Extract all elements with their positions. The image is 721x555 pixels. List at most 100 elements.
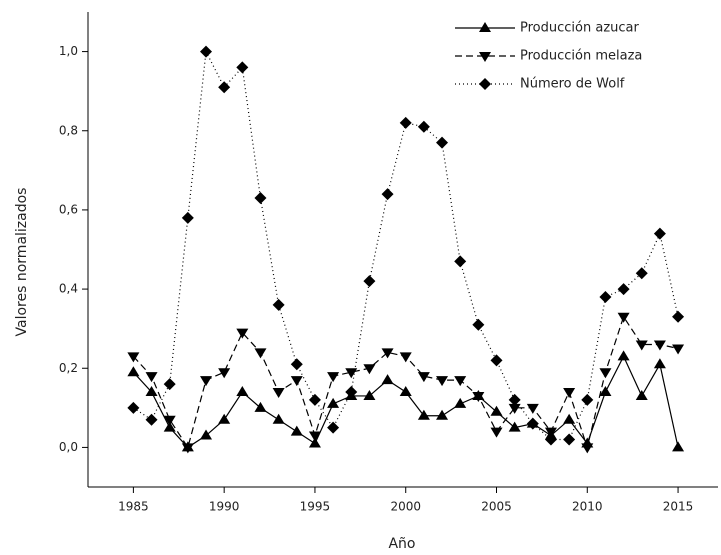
y-axis-label: Valores normalizados [14,188,30,337]
x-tick-label: 1995 [300,500,331,514]
data-point [200,45,213,58]
data-point [581,393,594,406]
data-point [490,354,503,367]
data-point [163,421,176,432]
data-point [526,403,539,414]
y-tick-label: 0,4 [59,282,78,296]
y-tick-label: 1,0 [59,44,78,58]
data-point [218,413,231,424]
data-point [254,192,267,205]
data-point [563,433,576,446]
data-point [236,61,249,74]
data-point [508,421,521,432]
data-point [526,417,539,430]
x-tick-label: 1985 [118,500,149,514]
y-tick-label: 0,0 [59,440,78,454]
legend-label: Producción azucar [520,21,639,36]
data-point [672,441,685,452]
data-point [672,310,685,323]
data-point [472,391,485,402]
data-point [653,340,666,351]
data-point [599,368,612,379]
x-tick-label: 2015 [663,500,694,514]
data-point [127,352,140,363]
x-tick-label: 2005 [481,500,512,514]
data-point [345,386,358,398]
data-point [399,386,412,396]
data-point [544,433,557,446]
data-point [290,358,303,371]
data-point [436,409,449,420]
x-axis-label: Año [388,536,415,552]
data-point [145,413,158,426]
data-point [635,267,648,280]
data-point [363,389,376,400]
legend-marker [479,52,491,62]
legend-label: Número de Wolf [520,77,625,92]
data-point [563,413,576,424]
data-point [272,388,285,398]
data-point [599,386,612,396]
data-point [617,283,630,296]
legend-marker [479,78,491,90]
data-point [200,376,213,387]
x-tick-label: 1990 [209,500,240,514]
data-point [417,372,430,383]
data-point [653,358,666,369]
data-point [363,275,376,288]
data-point [454,255,467,268]
data-point [508,403,521,414]
data-point [617,312,630,323]
data-point [381,188,394,201]
data-point [490,405,503,416]
data-point [436,376,449,387]
data-point [417,120,430,133]
data-point [163,415,176,426]
data-point [381,374,394,385]
data-point [490,427,503,438]
data-point [308,393,321,406]
data-point [436,136,449,149]
data-point [472,318,485,331]
data-point [290,376,303,387]
series-line [133,49,679,441]
data-point [417,409,430,420]
legend-label: Producción melaza [520,49,642,64]
data-point [563,388,576,398]
data-point [381,348,394,359]
data-point [272,413,285,424]
data-point [254,401,267,412]
data-point [290,425,303,436]
data-point [399,352,412,363]
data-point [399,116,412,129]
data-point [200,429,213,440]
data-point [308,437,321,448]
data-point [327,397,340,408]
data-point [635,340,648,351]
y-tick-label: 0,6 [59,202,78,216]
data-point [599,291,612,303]
data-point [454,397,467,408]
y-tick-label: 0,2 [59,361,78,375]
data-point [127,401,140,414]
legend-marker [479,22,491,32]
data-point [218,81,231,94]
data-point [508,393,521,406]
data-point [272,298,285,311]
data-point [181,443,194,454]
data-point [308,431,321,442]
data-point [181,211,194,224]
data-point [327,372,340,383]
x-tick-label: 2000 [390,500,421,514]
data-point [653,227,666,240]
data-point [617,350,630,361]
data-point [672,344,685,355]
data-point [327,421,340,434]
data-point [127,366,140,377]
data-point [635,389,648,400]
data-point [218,368,231,379]
data-point [163,378,176,391]
data-point [363,364,376,375]
data-point [254,348,267,359]
